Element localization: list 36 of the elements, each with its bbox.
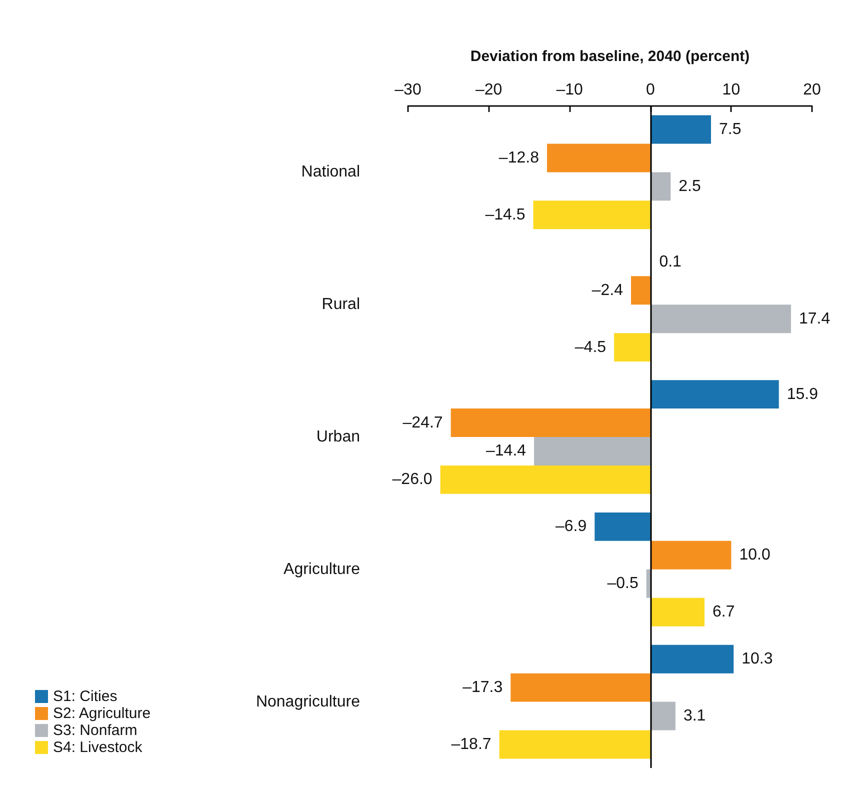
x-axis-title: Deviation from baseline, 2040 (percent) — [470, 48, 750, 65]
data-label: –6.9 — [556, 518, 587, 536]
data-label: –14.4 — [486, 442, 526, 460]
y-tick-label: Agriculture — [284, 560, 360, 578]
data-label: 7.5 — [719, 121, 742, 138]
y-tick-label: National — [301, 164, 360, 181]
x-tick-label: 0 — [646, 82, 655, 98]
data-label: 15.9 — [786, 386, 818, 403]
data-label: 3.1 — [683, 708, 706, 725]
data-label: –18.7 — [451, 736, 492, 753]
x-tick-label: –20 — [475, 82, 502, 98]
data-label: 2.5 — [678, 178, 701, 195]
data-label: –2.4 — [592, 282, 624, 299]
data-label: 17.4 — [798, 310, 830, 328]
data-label: –0.5 — [607, 575, 638, 592]
data-label: –17.3 — [462, 679, 503, 696]
data-label: 6.7 — [712, 604, 735, 621]
legend-label: S4: Livestock — [53, 739, 143, 756]
legend-label: S3: Nonfarm — [53, 722, 138, 739]
y-tick-label: Nonagriculture — [256, 693, 360, 710]
y-tick-label: Urban — [316, 428, 360, 446]
x-tick-label: –30 — [394, 82, 422, 98]
data-label: –14.5 — [485, 206, 526, 224]
data-label: –26.0 — [392, 471, 432, 488]
legend-label: S2: Agriculture — [53, 705, 151, 722]
x-tick-label: –10 — [556, 82, 584, 98]
data-label: 10.3 — [742, 650, 773, 668]
legend-label: S1: Cities — [53, 688, 118, 705]
data-label: 10.0 — [739, 546, 770, 564]
data-label: –24.7 — [402, 414, 443, 432]
x-tick-label: 20 — [803, 82, 821, 98]
data-label: 0.1 — [659, 253, 682, 270]
x-tick-label: 10 — [722, 82, 740, 98]
data-label: –4.5 — [574, 338, 606, 356]
data-label: –12.8 — [498, 149, 540, 166]
y-tick-label: Rural — [322, 296, 360, 314]
